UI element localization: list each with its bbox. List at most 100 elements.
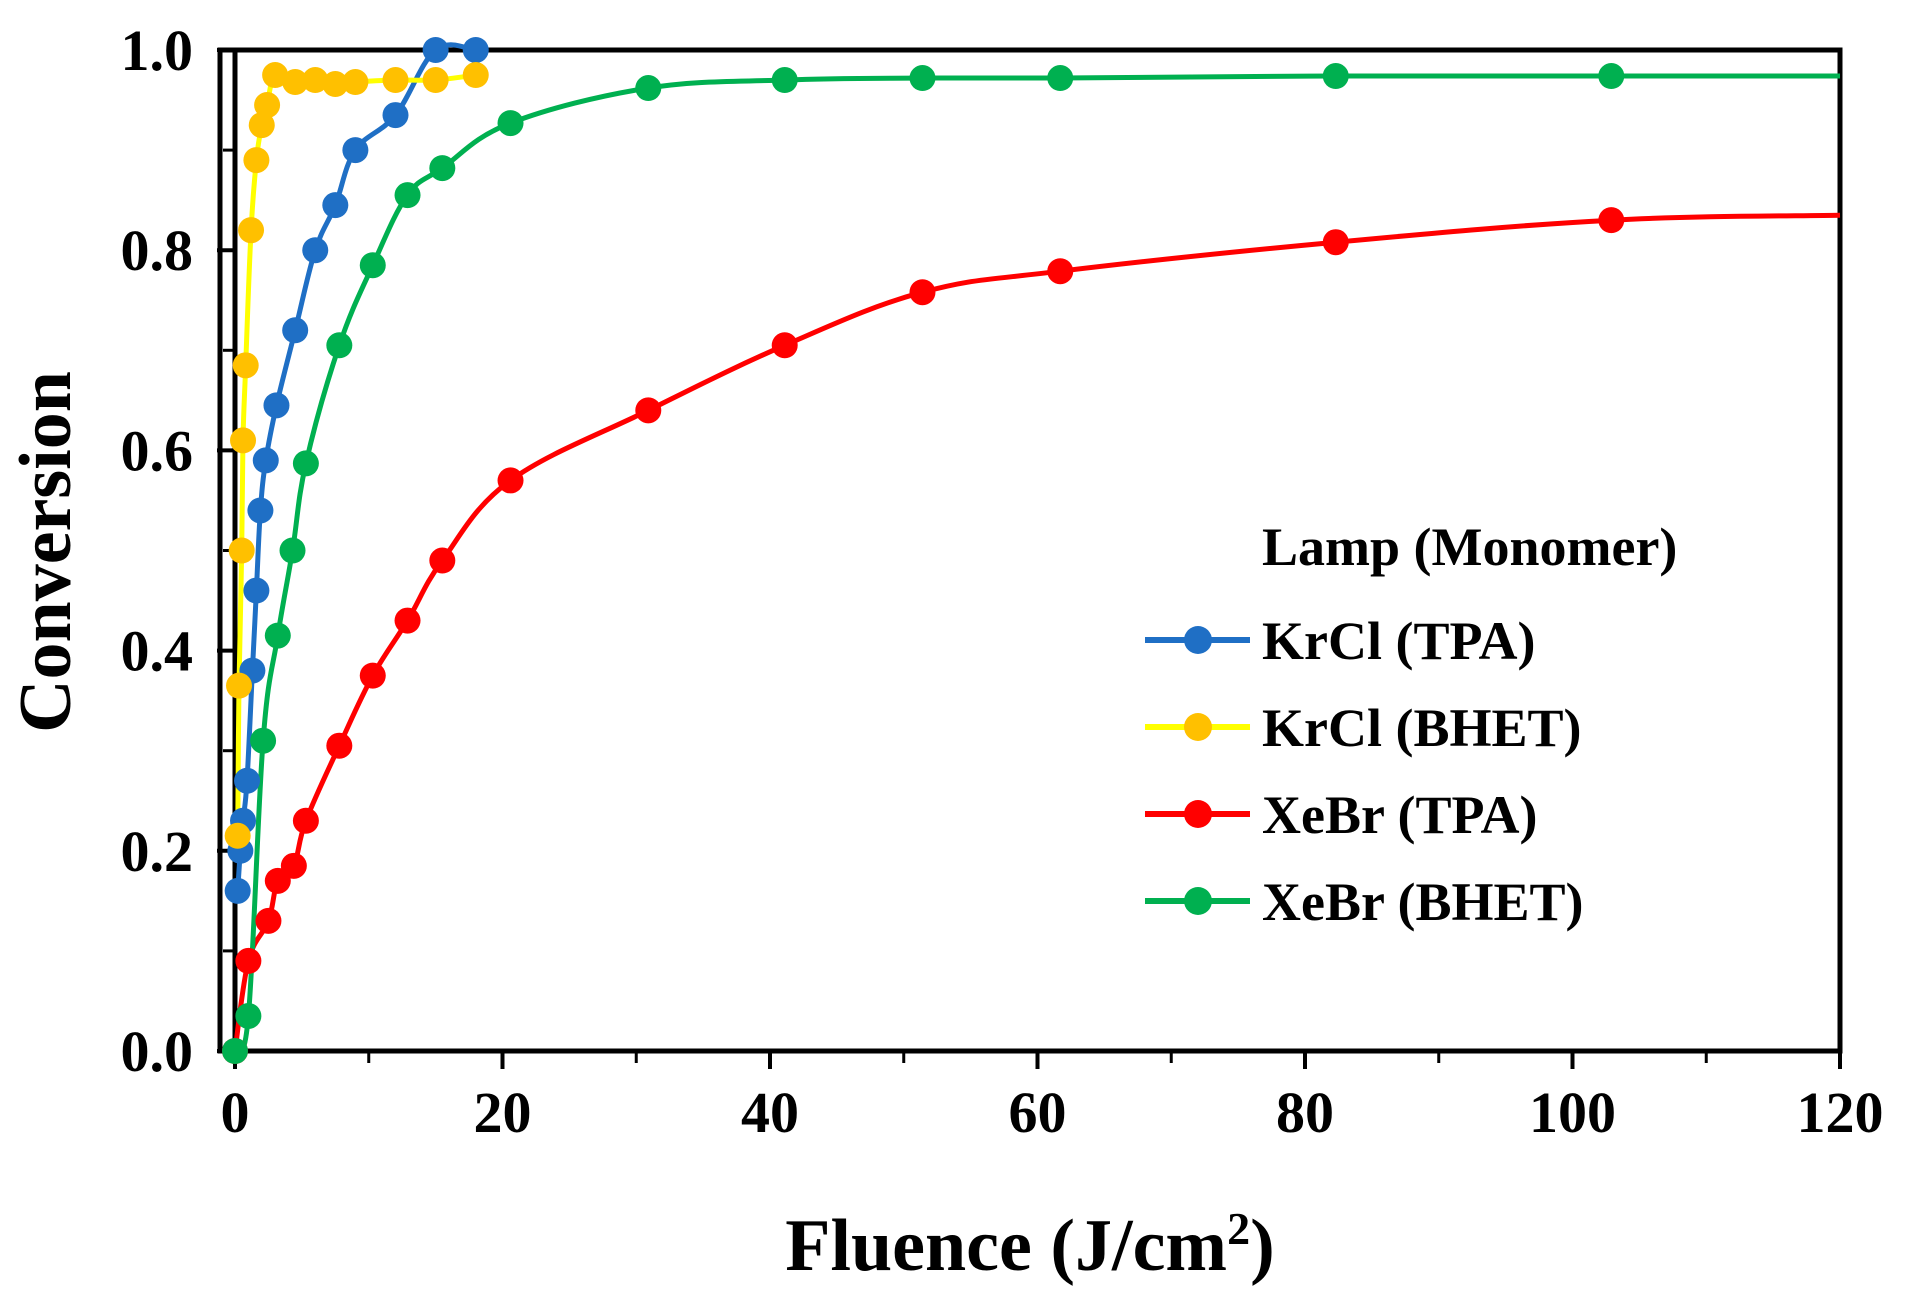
data-point-xebr-bhet: [359, 252, 386, 279]
data-point-krcl-tpa: [252, 447, 279, 474]
data-point-xebr-bhet: [1322, 63, 1349, 90]
y-tick-label: 0.8: [121, 218, 194, 283]
data-point-xebr-tpa: [326, 732, 353, 759]
legend-item-xebr-tpa: XeBr (TPA): [1145, 785, 1537, 845]
data-point-xebr-tpa: [635, 397, 662, 424]
data-point-xebr-bhet: [264, 622, 291, 649]
y-tick-labels: 0.0 0.2 0.4 0.6 0.8 1.0: [121, 18, 194, 1084]
data-point-xebr-bhet: [326, 332, 353, 359]
data-point-xebr-tpa: [1598, 207, 1625, 234]
y-tick-label: 0.4: [121, 619, 194, 684]
data-point-xebr-tpa: [429, 547, 456, 574]
data-point-krcl-bhet: [238, 217, 265, 244]
legend-label: KrCl (BHET): [1262, 698, 1582, 758]
data-point-krcl-bhet: [248, 112, 275, 139]
x-tick-label: 20: [474, 1080, 532, 1145]
data-point-krcl-bhet: [342, 69, 369, 96]
data-point-xebr-bhet: [1598, 63, 1625, 90]
data-point-xebr-bhet: [1047, 65, 1074, 92]
x-axis-title-main: Fluence (J/cm: [785, 1205, 1227, 1287]
data-point-xebr-bhet: [394, 182, 421, 209]
data-point-xebr-bhet: [497, 110, 524, 137]
data-point-krcl-tpa: [263, 392, 290, 419]
legend-item-krcl-tpa: KrCl (TPA): [1145, 611, 1535, 671]
data-point-krcl-tpa: [422, 37, 449, 63]
x-axis-title-close: ): [1250, 1205, 1275, 1287]
data-point-krcl-tpa: [342, 137, 369, 164]
data-point-xebr-bhet: [635, 75, 662, 102]
data-point-xebr-bhet: [250, 727, 277, 754]
series-line-krcl-tpa: [235, 42, 477, 891]
data-point-krcl-bhet: [462, 62, 489, 89]
data-point-xebr-tpa: [235, 947, 262, 974]
data-point-xebr-bhet: [771, 67, 798, 94]
y-tick-label: 1.0: [121, 18, 194, 83]
data-point-xebr-bhet: [235, 1002, 262, 1029]
data-point-krcl-tpa: [224, 877, 251, 904]
data-point-krcl-bhet: [322, 71, 349, 98]
data-point-xebr-tpa: [292, 807, 319, 834]
y-tick-label: 0.2: [121, 819, 194, 884]
data-point-krcl-bhet: [302, 67, 329, 94]
legend-items: KrCl (TPA) KrCl (BHET) XeBr (TPA) XeBr (BHE…: [1145, 611, 1584, 932]
y-axis-title: Conversion: [5, 371, 87, 733]
data-point-krcl-tpa: [382, 102, 409, 129]
data-point-krcl-bhet: [230, 427, 257, 454]
y-tick-label: 0.6: [121, 418, 194, 483]
x-axis-title: Fluence (J/cm2): [785, 1203, 1274, 1287]
data-point-xebr-tpa: [497, 467, 524, 494]
data-point-xebr-tpa: [771, 332, 798, 359]
legend-marker: [1184, 713, 1212, 741]
data-point-krcl-bhet: [262, 62, 289, 89]
data-point-xebr-tpa: [359, 662, 386, 689]
x-tick-label: 100: [1529, 1080, 1616, 1145]
data-point-xebr-bhet: [292, 450, 319, 477]
data-point-xebr-bhet: [909, 65, 936, 92]
x-axis-title-superscript: 2: [1227, 1203, 1250, 1254]
data-point-xebr-tpa: [394, 607, 421, 634]
data-point-krcl-bhet: [232, 352, 259, 379]
data-point-krcl-tpa: [302, 237, 329, 264]
legend-item-xebr-bhet: XeBr (BHET): [1145, 872, 1584, 932]
legend-item-krcl-bhet: KrCl (BHET): [1145, 698, 1582, 758]
data-point-krcl-tpa: [322, 192, 349, 219]
data-point-xebr-tpa: [1322, 229, 1349, 256]
series-points: [222, 37, 1625, 1064]
x-tick-labels: 0 20 40 60 80 100 120: [221, 1080, 1884, 1145]
data-point-krcl-tpa: [462, 37, 489, 63]
legend-label: XeBr (BHET): [1262, 872, 1584, 932]
legend: Lamp (Monomer) KrCl (TPA) KrCl (BHET) XeBr…: [1145, 517, 1677, 932]
data-point-xebr-tpa: [255, 907, 282, 934]
data-point-krcl-bhet: [226, 672, 253, 699]
series-line-xebr-bhet: [232, 73, 1840, 1055]
x-tick-label: 60: [1009, 1080, 1067, 1145]
data-point-xebr-bhet: [222, 1038, 248, 1064]
legend-label: XeBr (TPA): [1262, 785, 1537, 845]
data-point-xebr-bhet: [429, 155, 456, 182]
x-tick-label: 0: [221, 1080, 250, 1145]
legend-title: Lamp (Monomer): [1262, 517, 1677, 577]
series-line-xebr-tpa: [232, 212, 1841, 1052]
data-point-krcl-bhet: [254, 92, 281, 119]
legend-marker: [1184, 626, 1212, 654]
data-point-krcl-tpa: [243, 577, 270, 604]
data-point-krcl-bhet: [243, 147, 270, 174]
plot-area-frame: [217, 47, 1843, 1054]
legend-marker: [1184, 800, 1212, 828]
data-point-krcl-bhet: [228, 537, 255, 564]
data-point-krcl-bhet: [422, 67, 449, 94]
x-tick-label: 40: [741, 1080, 799, 1145]
data-point-krcl-tpa: [247, 497, 274, 524]
x-tick-label: 80: [1276, 1080, 1334, 1145]
data-point-krcl-bhet: [282, 69, 309, 96]
data-point-krcl-bhet: [224, 822, 251, 849]
data-point-krcl-bhet: [382, 67, 409, 94]
data-point-krcl-tpa: [282, 317, 309, 344]
data-point-xebr-bhet: [279, 537, 306, 564]
legend-label: KrCl (TPA): [1262, 611, 1535, 671]
y-tick-label: 0.0: [121, 1019, 194, 1084]
data-point-xebr-tpa: [1047, 258, 1074, 285]
legend-marker: [1184, 887, 1212, 915]
data-point-xebr-tpa: [909, 279, 936, 306]
